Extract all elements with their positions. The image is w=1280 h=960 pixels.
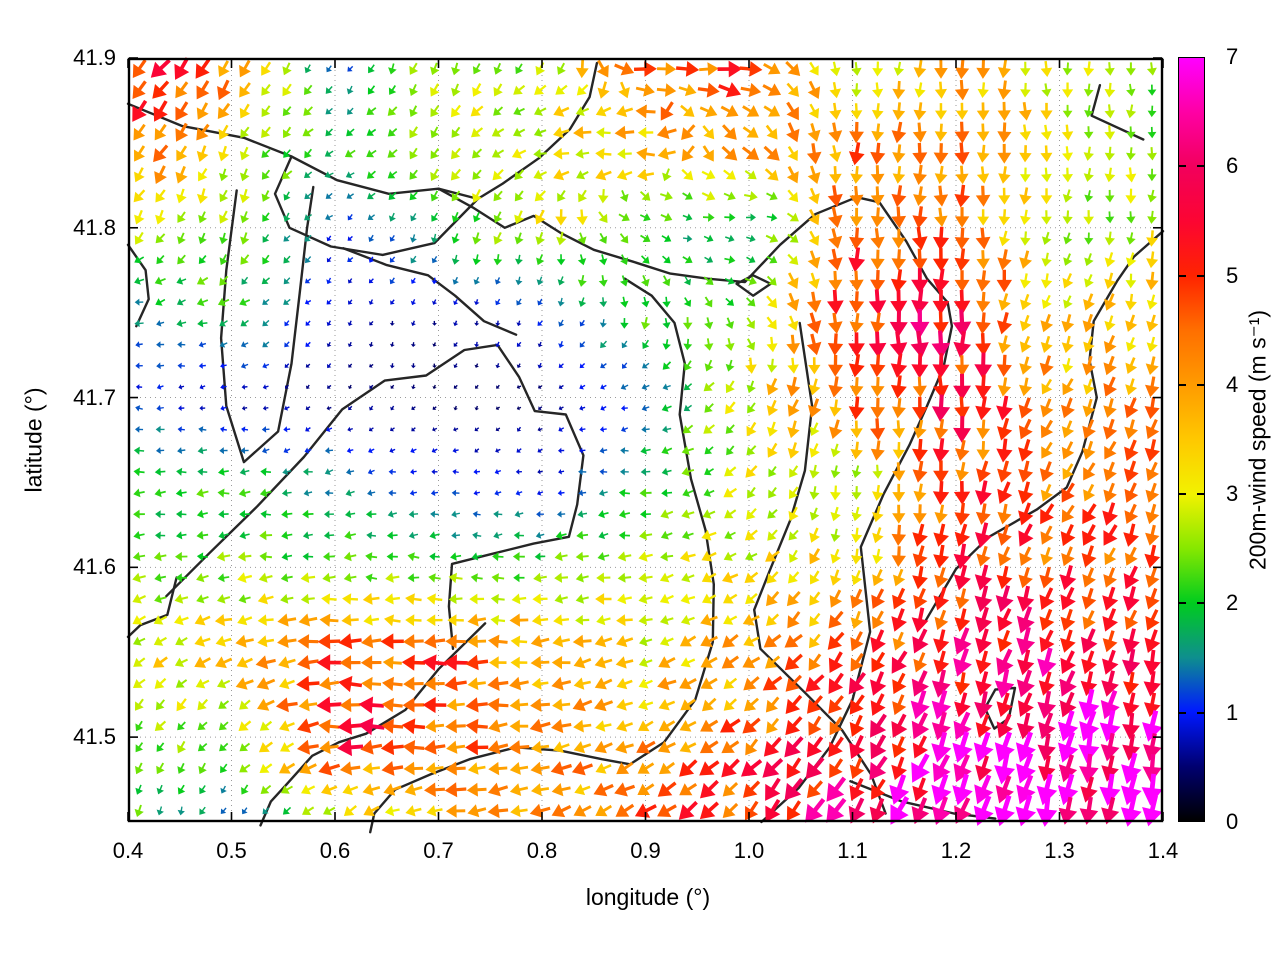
x-tick-label: 0.4 bbox=[112, 838, 144, 863]
colorbar-tick-mark bbox=[1197, 383, 1205, 386]
colorbar-tick-mark bbox=[1197, 711, 1205, 714]
colorbar-tick-mark bbox=[1178, 493, 1186, 496]
x-tick-label: 1.0 bbox=[733, 838, 765, 863]
colorbar-tick-mark bbox=[1197, 274, 1205, 277]
x-tick-label: 0.6 bbox=[319, 838, 351, 863]
colorbar-tick-mark bbox=[1178, 165, 1186, 168]
y-axis-label: latitude (°) bbox=[20, 387, 47, 493]
contour-path bbox=[476, 61, 599, 201]
y-tick-label: 41.8 bbox=[73, 214, 116, 240]
x-tick-label: 1.2 bbox=[940, 838, 972, 863]
colorbar-tick-label: 4 bbox=[1226, 371, 1239, 397]
colorbar-tick-mark bbox=[1197, 165, 1205, 168]
colorbar-tick-mark bbox=[1178, 602, 1186, 605]
x-tick-label: 0.8 bbox=[526, 838, 558, 863]
colorbar-tick-label: 2 bbox=[1226, 590, 1239, 616]
y-tick-label: 41.9 bbox=[73, 45, 116, 70]
colorbar bbox=[1178, 57, 1205, 822]
colorbar-tick-label: 7 bbox=[1226, 44, 1239, 69]
contour-path bbox=[369, 277, 715, 834]
colorbar-tick-label: 0 bbox=[1226, 809, 1239, 834]
colorbar-tick-mark bbox=[1197, 493, 1205, 496]
plot-border bbox=[127, 57, 1164, 823]
colorbar-tick-label: 3 bbox=[1226, 481, 1239, 507]
contour-path bbox=[1090, 84, 1145, 141]
quiver-plot-canvas bbox=[126, 57, 1165, 834]
contour-path bbox=[126, 102, 479, 201]
colorbar-tick-mark bbox=[1178, 711, 1186, 714]
colorbar-tick-label: 6 bbox=[1226, 153, 1239, 179]
y-tick-label: 41.6 bbox=[73, 554, 116, 580]
x-tick-label: 1.4 bbox=[1147, 838, 1179, 863]
x-axis-label: longitude (°) bbox=[585, 884, 711, 910]
contour-path bbox=[342, 247, 518, 336]
colorbar-tick-mark bbox=[1197, 602, 1205, 605]
contour-path bbox=[126, 576, 178, 639]
contour-path bbox=[437, 187, 954, 824]
wind-arrows-layer bbox=[132, 57, 1163, 827]
grid-lines bbox=[130, 60, 1161, 820]
colorbar-tick-mark bbox=[1178, 383, 1186, 386]
y-tick-label: 41.7 bbox=[73, 384, 116, 410]
colorbar-label: 200m-wind speed (m s⁻¹) bbox=[1244, 309, 1271, 571]
colorbar-tick-label: 1 bbox=[1226, 699, 1239, 725]
contour-path bbox=[273, 155, 479, 257]
x-tick-label: 1.1 bbox=[837, 838, 868, 863]
colorbar-tick-mark bbox=[1178, 274, 1186, 277]
contour-path bbox=[165, 343, 585, 650]
y-tick-label: 41.5 bbox=[73, 724, 116, 750]
x-tick-label: 1.3 bbox=[1044, 838, 1075, 863]
contour-path bbox=[735, 274, 772, 297]
contour-path bbox=[126, 243, 150, 328]
x-tick-label: 0.7 bbox=[423, 838, 454, 863]
colorbar-tick-label: 5 bbox=[1226, 262, 1239, 288]
x-tick-label: 0.9 bbox=[630, 838, 661, 863]
x-tick-label: 0.5 bbox=[216, 838, 247, 863]
